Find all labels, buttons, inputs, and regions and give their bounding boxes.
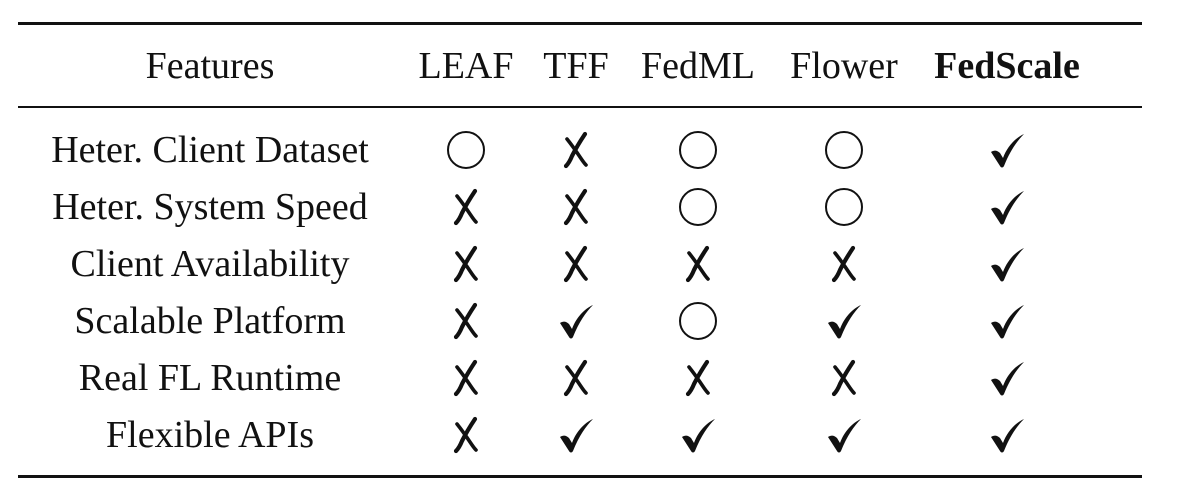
cross-icon [554,185,598,229]
cross-icon [676,242,720,286]
check-icon [822,413,866,457]
cross-icon [444,413,488,457]
cross-icon [444,356,488,400]
check-icon [985,185,1029,229]
header-col-tff: TFF [543,45,609,87]
cross-icon [444,185,488,229]
cross-icon [444,242,488,286]
circle-icon [676,128,720,172]
header-col-fedscale: FedScale [934,45,1080,87]
row-feature-label: Heter. Client Dataset [51,129,369,171]
check-icon [985,356,1029,400]
cross-icon [444,299,488,343]
cross-icon [676,356,720,400]
circle-icon [822,128,866,172]
circle-icon [822,185,866,229]
row-feature-label: Heter. System Speed [52,186,368,228]
cross-icon [822,242,866,286]
cross-icon [554,128,598,172]
circle-icon [676,299,720,343]
cross-icon [822,356,866,400]
cross-icon [554,356,598,400]
row-feature-label: Scalable Platform [74,300,346,342]
header-rule [18,106,1142,108]
check-icon [985,242,1029,286]
check-icon [554,413,598,457]
check-icon [676,413,720,457]
row-feature-label: Real FL Runtime [78,357,342,399]
circle-icon [676,185,720,229]
header-col-leaf: LEAF [418,45,514,87]
check-icon [554,299,598,343]
header-features: Features [145,45,275,87]
header-col-fedml: FedML [641,45,755,87]
check-icon [985,128,1029,172]
check-icon [822,299,866,343]
top-rule [18,22,1142,25]
header-col-flower: Flower [790,45,898,87]
check-icon [985,413,1029,457]
row-feature-label: Flexible APIs [106,414,314,456]
circle-icon [444,128,488,172]
cross-icon [554,242,598,286]
bottom-rule [18,475,1142,478]
row-feature-label: Client Availability [70,243,350,285]
check-icon [985,299,1029,343]
